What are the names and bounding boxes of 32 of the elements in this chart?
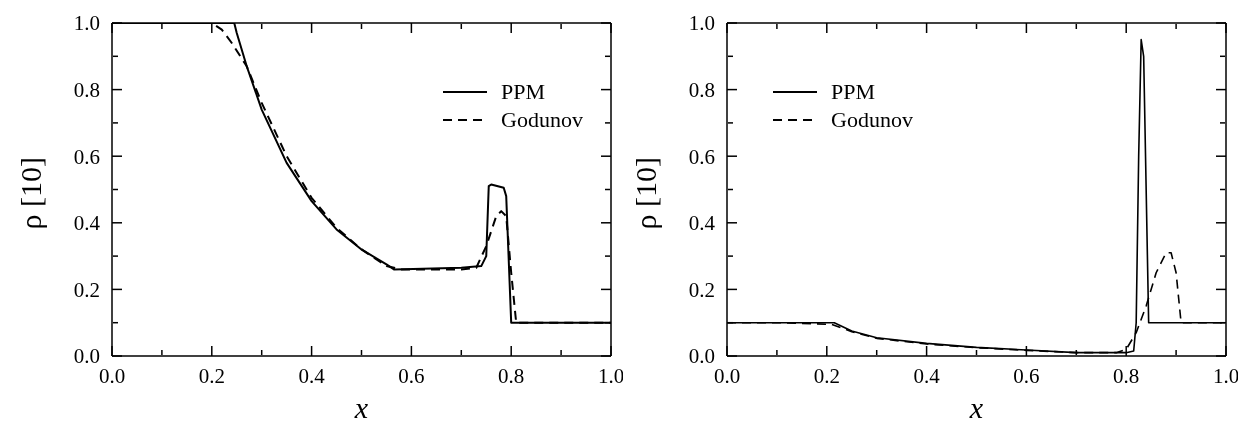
x-tick-label: 0.2 (198, 363, 225, 388)
y-tick-label: 0.0 (688, 344, 715, 369)
legend-label: Godunov (831, 106, 913, 134)
x-tick-label: 0.0 (98, 363, 126, 388)
y-tick-label: 0.6 (688, 144, 715, 169)
y-tick-label: 0.6 (73, 144, 100, 169)
x-tick-label: 0.2 (813, 363, 840, 388)
y-tick-label: 0.4 (688, 211, 716, 236)
y-tick-label: 0.8 (688, 78, 715, 103)
x-axis-title: x (353, 391, 369, 424)
x-tick-label: 1.0 (1212, 363, 1240, 388)
x-tick-label: 0.6 (1013, 363, 1040, 388)
y-tick-label: 0.2 (73, 277, 100, 302)
y-tick-label: 0.8 (73, 78, 100, 103)
x-axis-title: x (968, 391, 984, 424)
y-tick-label: 1.0 (73, 11, 100, 36)
x-tick-label: 0.6 (398, 363, 425, 388)
y-tick-label: 1.0 (688, 11, 715, 36)
y-axis-title: ρ [10] (628, 157, 662, 230)
legend-label: PPM (501, 78, 546, 106)
legend-label: PPM (831, 78, 876, 106)
y-tick-label: 0.2 (688, 277, 715, 302)
x-tick-label: 0.4 (913, 363, 941, 388)
y-tick-label: 0.4 (73, 211, 101, 236)
x-tick-label: 1.0 (597, 363, 625, 388)
x-tick-label: 0.8 (1113, 363, 1140, 388)
legend-label: Godunov (501, 106, 583, 134)
x-tick-label: 0.8 (498, 363, 525, 388)
x-tick-label: 0.0 (713, 363, 741, 388)
x-tick-label: 0.4 (298, 363, 326, 388)
y-axis-title: ρ [10] (13, 157, 47, 230)
y-tick-label: 0.0 (73, 344, 100, 369)
